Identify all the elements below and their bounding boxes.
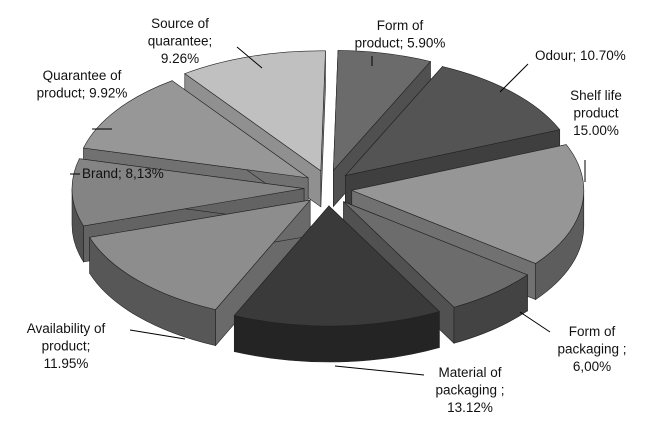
slice-top-form_packaging — [343, 201, 529, 308]
label-line: Odour; 10.70% — [535, 48, 626, 63]
label-line: Source of — [151, 16, 209, 31]
label-material-packaging: Material of packaging ; 13.12% — [435, 365, 504, 415]
label-source-quarantee: Source of quarantee; 9.26% — [148, 16, 213, 66]
label-line: Form of — [377, 18, 424, 33]
label-line: product; — [42, 339, 91, 354]
slice-availability — [89, 199, 311, 347]
label-odour: Odour; 10.70% — [535, 48, 626, 63]
label-line: packaging ; — [435, 383, 504, 398]
label-line: 15.00% — [573, 123, 619, 138]
label-line: product — [573, 106, 618, 121]
label-line: 6,00% — [573, 359, 611, 374]
leader-lines — [70, 46, 586, 376]
leader-source-quarantee — [236, 46, 263, 69]
slice-material_pack — [233, 205, 440, 363]
pie-slices — [71, 50, 585, 363]
slice-top-availability — [89, 199, 311, 310]
slice-top-brand — [71, 158, 305, 227]
slice-top-material_pack — [233, 205, 440, 327]
leader-material-packaging — [334, 365, 425, 376]
label-line: 11.95% — [44, 356, 89, 371]
label-line: 13.12% — [447, 400, 493, 415]
slice-top-shelf_life — [350, 144, 585, 264]
label-line: product; 5.90% — [355, 36, 446, 51]
label-form-product: Form of product; 5.90% — [355, 18, 446, 51]
label-line: Brand; 8,13% — [82, 166, 164, 181]
leader-availability — [129, 329, 186, 340]
slice-top-source_quar — [184, 50, 326, 172]
leader-odour — [499, 63, 529, 93]
slice-top-quarantee_prod — [83, 80, 309, 179]
slice-top-odour — [344, 66, 561, 177]
label-shelf-life: Shelf life product 15.00% — [570, 88, 622, 138]
label-line: Quarantee of — [43, 68, 122, 83]
label-brand: Brand; 8,13% — [82, 166, 164, 181]
label-line: product; 9.92% — [37, 86, 128, 101]
label-form-packaging: Form of packaging ; 6,00% — [557, 324, 626, 374]
label-line: Shelf life — [570, 88, 622, 103]
label-line: packaging ; — [557, 342, 626, 357]
label-line: 9.26% — [161, 51, 199, 66]
slice-labels: Form of product; 5.90% Odour; 10.70% Shel… — [27, 16, 627, 415]
leader-form-packaging — [519, 311, 551, 333]
label-line: Form of — [569, 324, 616, 339]
slice-top-form_product — [333, 50, 432, 172]
label-quarantee-product: Quarantee of product; 9.92% — [37, 68, 128, 101]
label-line: quarantee; — [148, 34, 213, 49]
label-line: Material of — [438, 365, 501, 380]
label-availability: Availability of product; 11.95% — [27, 321, 106, 371]
label-line: Availability of — [27, 321, 106, 336]
